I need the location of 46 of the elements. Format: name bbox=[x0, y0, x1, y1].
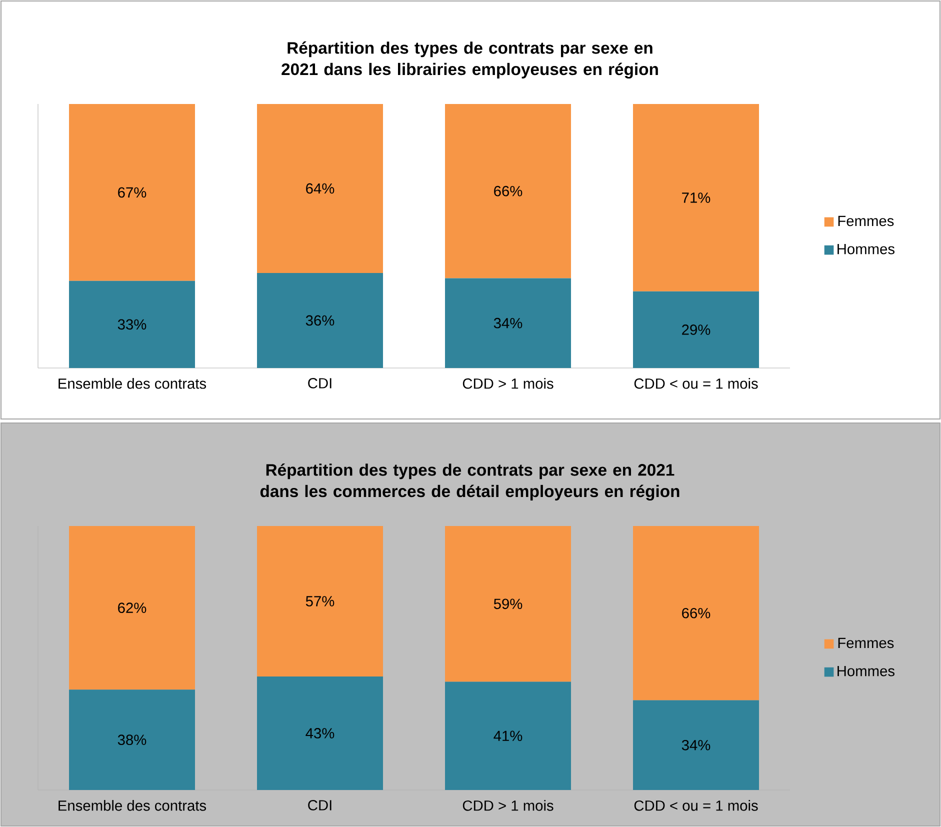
data-label: 29% bbox=[682, 324, 710, 335]
x-tick-label: CDD > 1 mois bbox=[462, 800, 554, 811]
data-label: 38% bbox=[118, 734, 146, 746]
legend-label: Hommes bbox=[838, 666, 894, 676]
data-label: 59% bbox=[494, 598, 522, 610]
legend-label: Femmes bbox=[838, 216, 894, 226]
x-tick-label: CDD < ou = 1 mois bbox=[634, 378, 758, 389]
bar bbox=[445, 682, 572, 790]
data-label: 67% bbox=[118, 187, 146, 198]
data-label: 34% bbox=[682, 740, 710, 750]
data-label: 62% bbox=[118, 602, 146, 614]
x-tick-label: CDD < ou = 1 mois bbox=[634, 800, 758, 811]
bar bbox=[257, 104, 384, 273]
bar bbox=[69, 526, 195, 690]
data-label: 34% bbox=[494, 318, 522, 328]
bar bbox=[633, 104, 760, 292]
chart-title: Répartition des types de contrats par sexe en 2021 dans les commerces de détail employeurs en région bbox=[260, 463, 680, 501]
bar bbox=[257, 676, 384, 790]
data-label: 43% bbox=[306, 728, 334, 738]
bar bbox=[445, 526, 572, 682]
x-tick-label: CDI bbox=[308, 378, 332, 388]
x-tick-label: Ensemble des contrats bbox=[58, 800, 206, 811]
data-label: 41% bbox=[494, 730, 522, 742]
x-tick-label: CDD > 1 mois bbox=[462, 378, 554, 389]
legend-label: Femmes bbox=[838, 638, 894, 648]
data-label: 66% bbox=[682, 608, 710, 618]
bar bbox=[69, 280, 195, 368]
bar bbox=[69, 690, 195, 790]
data-label: 57% bbox=[306, 596, 334, 606]
bar bbox=[633, 526, 760, 700]
data-label: 33% bbox=[118, 319, 146, 330]
x-tick-label: CDI bbox=[308, 800, 332, 810]
data-label: 71% bbox=[682, 192, 710, 203]
data-label: 36% bbox=[306, 315, 334, 326]
bar bbox=[69, 104, 195, 281]
data-label: 64% bbox=[306, 183, 334, 194]
legend-label: Hommes bbox=[838, 244, 894, 254]
bar bbox=[445, 278, 572, 368]
x-tick-label: Ensemble des contrats bbox=[58, 378, 206, 389]
chart-title: Répartition des types de contrats par sexe en 2021 dans les librairies employeuses en région bbox=[282, 41, 658, 79]
bar bbox=[445, 104, 572, 278]
bar bbox=[257, 272, 384, 368]
data-label: 66% bbox=[494, 186, 522, 196]
bar bbox=[633, 291, 760, 368]
bar bbox=[257, 526, 384, 676]
bar bbox=[633, 700, 760, 790]
